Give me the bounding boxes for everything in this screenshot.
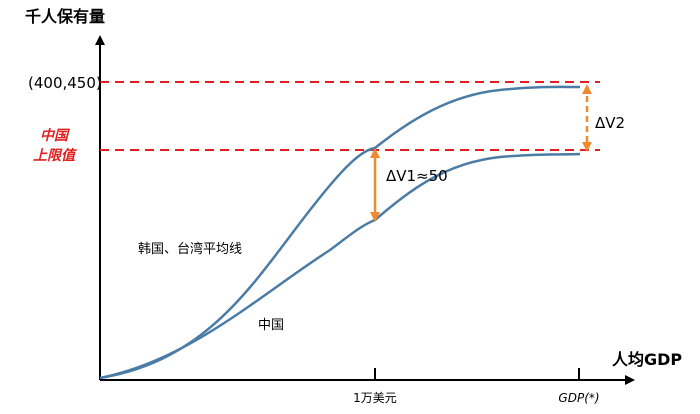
series-label-china: 中国 [258, 318, 284, 333]
lower-reference-label-line1: 中国 [40, 127, 70, 144]
y-axis-label: 千人保有量 [25, 7, 105, 26]
x-tick-label-2: GDP(*) [558, 391, 599, 405]
x-tick-label-1: 1万美元 [353, 391, 397, 405]
x-axis-label: 人均GDP [612, 350, 682, 369]
gap-label-v1: ΔV1≈50 [386, 167, 448, 185]
upper-reference-label: (400,450) [28, 74, 102, 92]
series-line-china [99, 152, 581, 380]
series-line-korea-taiwan [99, 85, 581, 380]
lower-reference-label-line2: 上限值 [33, 147, 77, 164]
gap-label-v2: ΔV2 [595, 114, 625, 132]
series-label-korea-taiwan: 韩国、台湾平均线 [138, 241, 242, 257]
